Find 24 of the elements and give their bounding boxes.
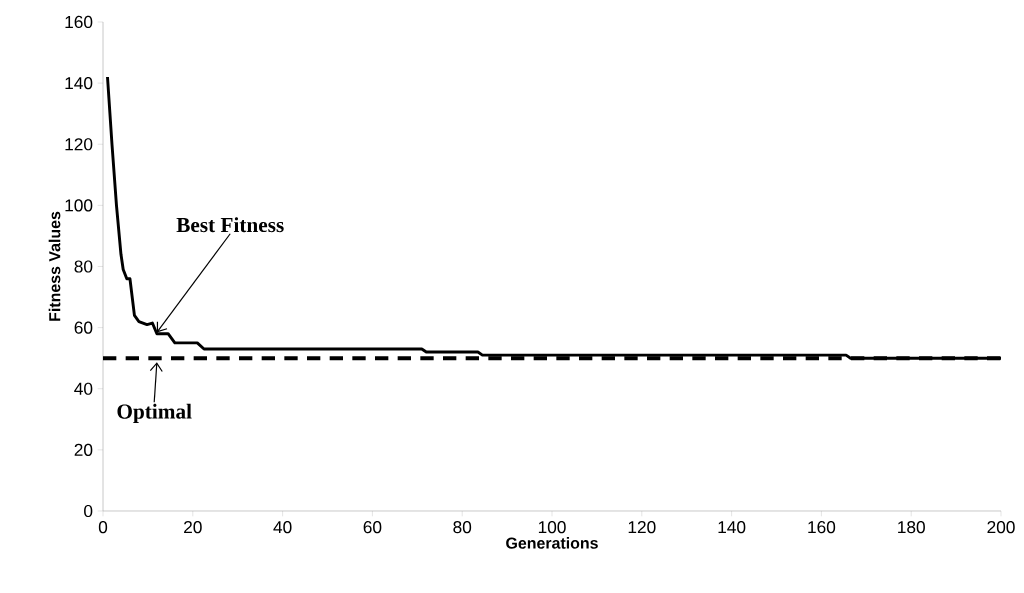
y-tick-label: 80 [74, 260, 93, 273]
y-tick-label: 40 [74, 382, 93, 395]
x-tick-label: 100 [538, 521, 566, 534]
x-tick-label: 40 [273, 521, 292, 534]
x-tick-label: 0 [98, 521, 108, 534]
x-tick-label: 160 [808, 521, 836, 534]
annotation: Best Fitness [176, 217, 284, 233]
x-tick-label: 80 [453, 521, 472, 534]
x-tick-label: 20 [184, 521, 202, 534]
y-tick-label: 140 [65, 77, 93, 90]
y-tick-label: 0 [84, 504, 93, 518]
x-tick-label: 60 [363, 521, 382, 534]
x-tick-label: 200 [987, 521, 1015, 534]
y-axis-title: Fitness Values [48, 211, 61, 321]
y-tick-label: 160 [65, 15, 93, 29]
x-tick-label: 180 [898, 521, 925, 534]
x-tick-label: 120 [628, 521, 656, 534]
y-tick-label: 20 [74, 443, 93, 456]
y-tick-label: 60 [74, 321, 93, 334]
x-tick-label: 140 [718, 521, 746, 534]
y-tick-label: 100 [65, 199, 93, 212]
annotation: Optimal [117, 403, 192, 424]
x-axis-title: Generations [506, 537, 598, 549]
y-tick-label: 120 [65, 138, 93, 151]
